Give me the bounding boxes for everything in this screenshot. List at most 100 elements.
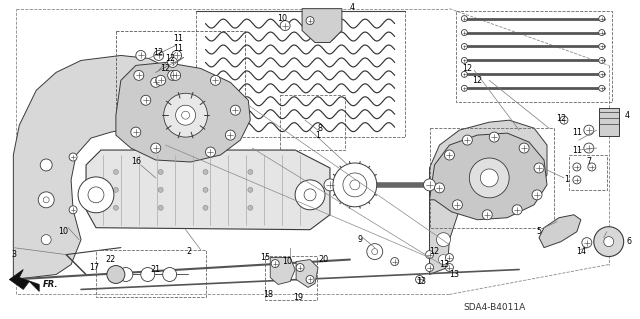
Circle shape: [461, 16, 467, 22]
Circle shape: [151, 78, 161, 87]
Circle shape: [594, 227, 623, 256]
Circle shape: [134, 70, 144, 80]
Circle shape: [248, 187, 253, 192]
Text: 13: 13: [449, 270, 460, 279]
Circle shape: [175, 105, 196, 125]
Circle shape: [445, 254, 453, 262]
Circle shape: [141, 268, 155, 281]
Circle shape: [41, 235, 51, 245]
Text: 9: 9: [357, 235, 362, 244]
Circle shape: [248, 169, 253, 174]
Circle shape: [324, 179, 336, 191]
Circle shape: [136, 50, 146, 60]
Text: 12: 12: [166, 54, 176, 63]
Circle shape: [172, 50, 182, 60]
Circle shape: [599, 16, 605, 22]
Circle shape: [168, 70, 178, 80]
Text: SDA4-B4011A: SDA4-B4011A: [463, 303, 525, 312]
Circle shape: [599, 85, 605, 91]
Text: 12: 12: [161, 64, 171, 73]
Circle shape: [151, 143, 161, 153]
Circle shape: [211, 75, 220, 85]
Circle shape: [306, 17, 314, 25]
Circle shape: [461, 57, 467, 63]
Circle shape: [512, 205, 522, 215]
Circle shape: [438, 255, 449, 264]
Circle shape: [461, 71, 467, 78]
Text: 16: 16: [131, 158, 141, 167]
Text: 2: 2: [186, 247, 191, 256]
Circle shape: [40, 159, 52, 171]
Circle shape: [141, 95, 151, 105]
Bar: [456, 11, 612, 102]
Circle shape: [203, 205, 208, 210]
Text: 10: 10: [58, 227, 68, 236]
Text: 1: 1: [316, 130, 321, 140]
Text: FR.: FR.: [44, 280, 59, 289]
Polygon shape: [429, 133, 547, 220]
Circle shape: [599, 30, 605, 35]
Circle shape: [295, 180, 325, 210]
Circle shape: [113, 169, 118, 174]
Bar: [280, 95, 345, 150]
Text: 11: 11: [173, 44, 184, 53]
Circle shape: [163, 268, 177, 281]
Circle shape: [424, 179, 435, 191]
Circle shape: [584, 125, 594, 135]
Circle shape: [296, 263, 304, 271]
Circle shape: [452, 200, 462, 210]
Circle shape: [205, 147, 216, 157]
Text: 10: 10: [277, 14, 287, 23]
Polygon shape: [86, 150, 330, 230]
Polygon shape: [13, 56, 175, 279]
Circle shape: [532, 190, 542, 200]
Circle shape: [445, 263, 453, 271]
Circle shape: [588, 163, 596, 171]
Circle shape: [158, 187, 163, 192]
Circle shape: [306, 276, 314, 284]
Circle shape: [182, 111, 189, 119]
Circle shape: [426, 251, 433, 259]
Circle shape: [436, 233, 451, 247]
Circle shape: [426, 263, 433, 271]
Circle shape: [599, 43, 605, 49]
Text: 14: 14: [576, 247, 586, 256]
Bar: [599, 108, 619, 136]
Text: 11: 11: [173, 34, 184, 43]
Text: 3: 3: [12, 250, 17, 259]
Text: 22: 22: [106, 255, 116, 264]
Circle shape: [158, 169, 163, 174]
Circle shape: [78, 177, 114, 213]
Text: 12: 12: [556, 114, 566, 123]
Circle shape: [462, 135, 472, 145]
Circle shape: [372, 249, 378, 255]
Text: 5: 5: [536, 227, 541, 236]
Circle shape: [168, 57, 178, 67]
Circle shape: [171, 70, 180, 80]
Text: 4: 4: [624, 111, 629, 120]
Text: 1: 1: [564, 175, 570, 184]
Circle shape: [461, 30, 467, 35]
Text: 7: 7: [586, 158, 591, 167]
Circle shape: [44, 197, 49, 203]
Polygon shape: [10, 270, 39, 292]
Circle shape: [444, 150, 454, 160]
Circle shape: [415, 276, 424, 284]
Circle shape: [343, 173, 367, 197]
Bar: [429, 128, 554, 228]
Text: 12: 12: [462, 64, 472, 73]
Text: 8: 8: [317, 124, 323, 133]
Circle shape: [390, 257, 399, 265]
Text: 12: 12: [429, 247, 440, 256]
Text: 4: 4: [349, 3, 355, 12]
Circle shape: [461, 43, 467, 49]
Circle shape: [248, 205, 253, 210]
Bar: [569, 155, 607, 190]
Circle shape: [560, 116, 568, 124]
Text: 12: 12: [154, 48, 164, 57]
Circle shape: [230, 105, 241, 115]
Polygon shape: [539, 215, 581, 248]
Circle shape: [38, 192, 54, 208]
Bar: [265, 256, 317, 300]
Circle shape: [367, 244, 383, 260]
